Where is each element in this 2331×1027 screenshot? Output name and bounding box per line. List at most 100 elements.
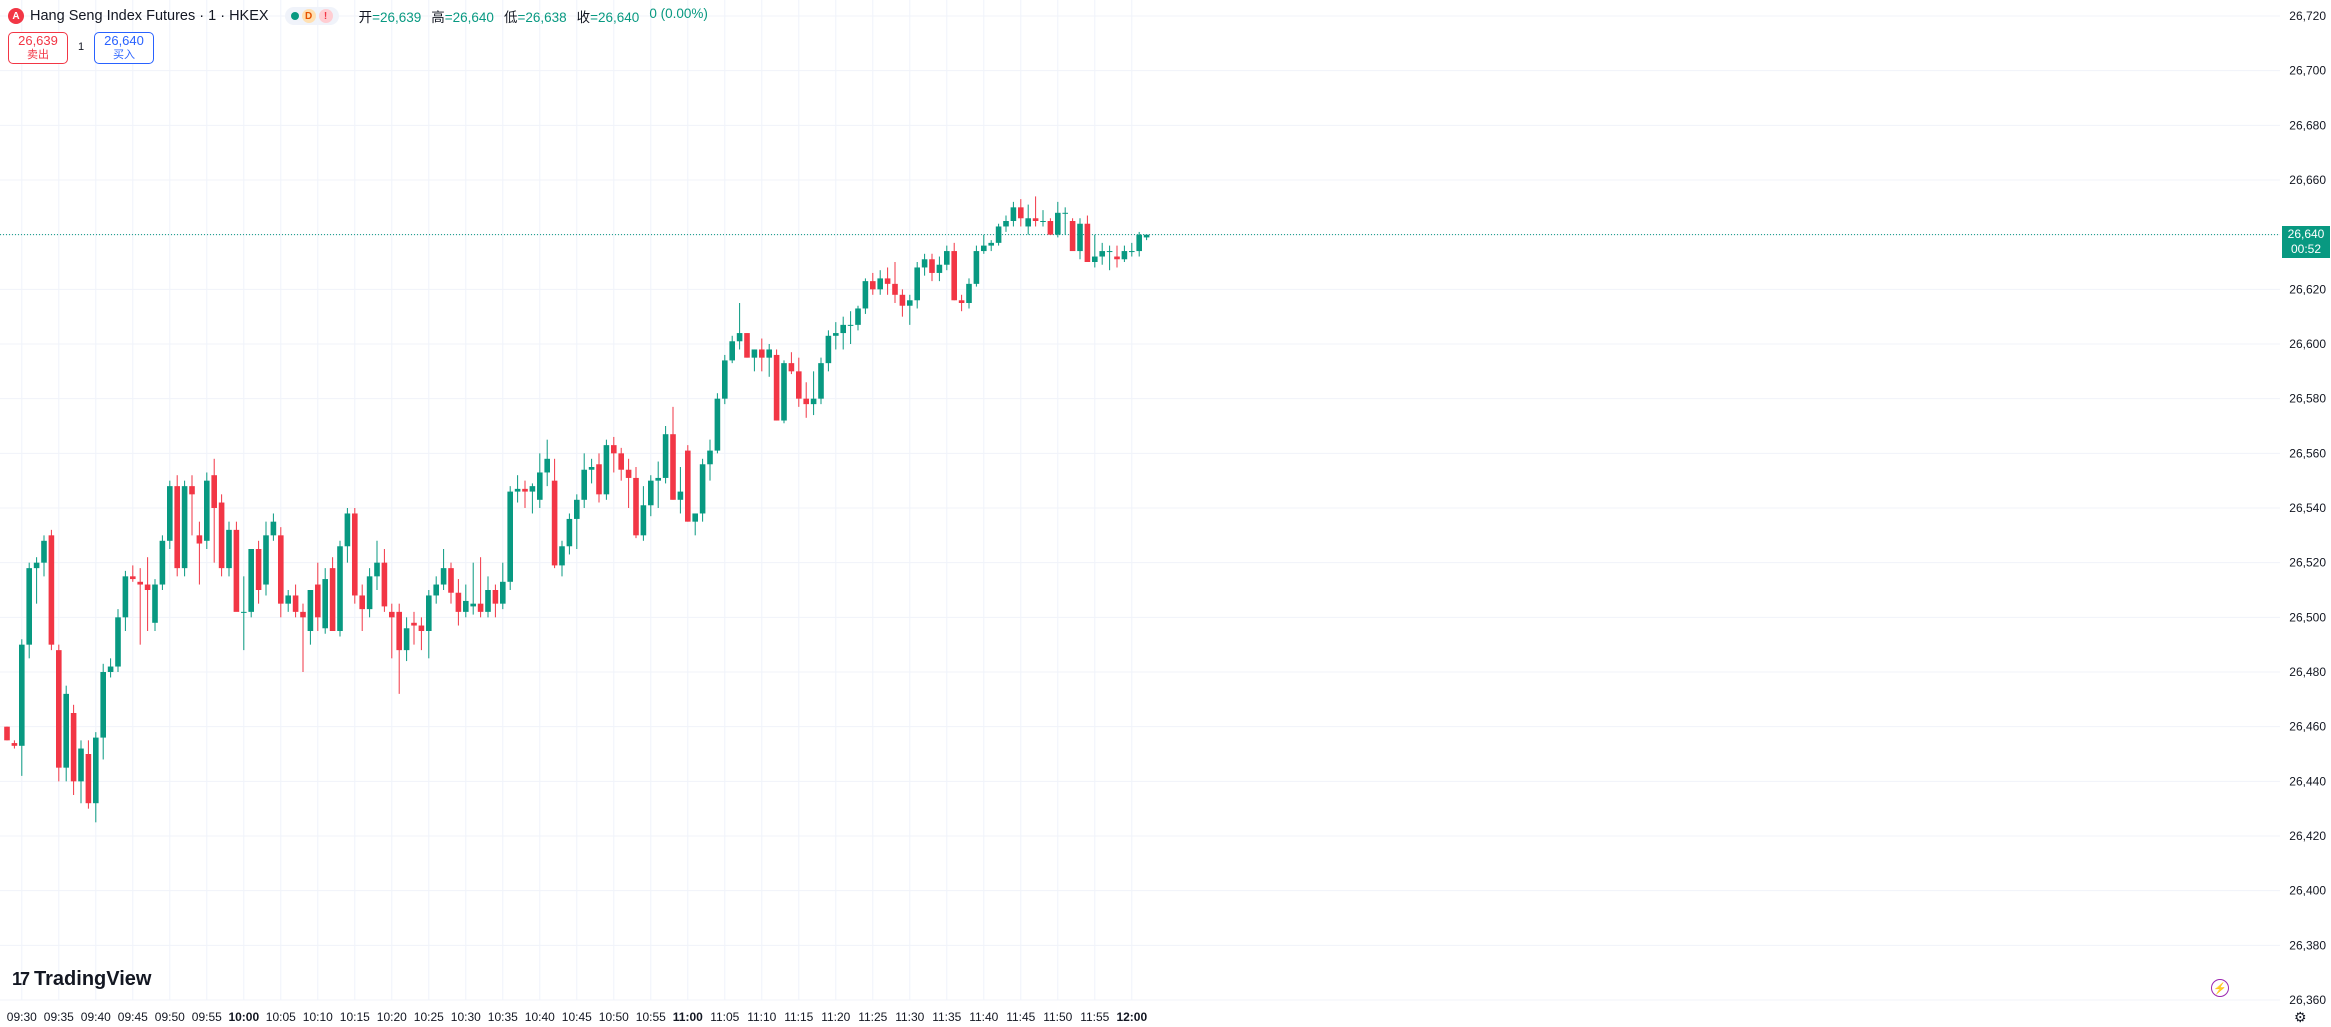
candle-body <box>322 579 328 629</box>
x-tick-label: 11:10 <box>747 1010 776 1024</box>
candle <box>751 349 758 372</box>
candle-body <box>241 611 247 613</box>
time-axis[interactable]: 09:30 09:35 09:40 09:45 09:50 09:55 10:00 10:05… <box>7 1010 1148 1024</box>
candle <box>1099 242 1105 265</box>
candle <box>662 426 669 484</box>
y-tick-label: 26,500 <box>2289 610 2326 624</box>
candle <box>722 354 728 405</box>
candle <box>70 704 77 795</box>
candle-body <box>107 666 114 672</box>
candle <box>1047 218 1054 235</box>
candle-body <box>174 486 180 569</box>
x-tick-label: 09:35 <box>44 1010 74 1024</box>
x-tick-label: 11:35 <box>932 1010 961 1024</box>
candle <box>759 338 765 372</box>
close-label: 收 <box>576 10 591 25</box>
tradingview-logo[interactable]: 17 TradingView <box>12 968 151 991</box>
candle <box>1121 245 1128 262</box>
candle <box>914 262 920 309</box>
candle <box>892 262 898 303</box>
candle-body <box>840 324 846 334</box>
candle-body <box>884 278 891 284</box>
candle <box>374 540 380 590</box>
candle-body <box>1062 212 1068 214</box>
candle <box>840 316 846 350</box>
x-tick-label: 09:40 <box>81 1010 111 1024</box>
candle-body <box>440 568 447 585</box>
x-tick-label: 10:30 <box>451 1010 481 1024</box>
y-tick-label: 26,600 <box>2289 337 2326 351</box>
candle-body <box>56 650 62 768</box>
candle-body <box>1003 221 1009 227</box>
candle-body <box>766 349 772 358</box>
x-tick-label: 10:15 <box>340 1010 370 1024</box>
candle <box>366 568 373 618</box>
candle-body <box>1092 256 1098 262</box>
status-pills[interactable]: D ! <box>284 7 339 25</box>
candle <box>1062 207 1068 235</box>
candle-body <box>189 486 195 495</box>
candle <box>714 393 721 454</box>
candle-body <box>270 521 277 536</box>
candle-body <box>344 513 351 547</box>
y-tick-label: 26,620 <box>2289 282 2326 296</box>
lightning-icon[interactable]: ⚡ <box>2211 979 2229 997</box>
candle-body <box>477 603 484 612</box>
gear-icon[interactable]: ⚙ <box>2294 1009 2307 1025</box>
candle <box>1114 245 1120 268</box>
candle <box>988 240 994 252</box>
candle <box>507 486 513 590</box>
candle-body <box>870 281 876 290</box>
high-label: 高 <box>431 10 445 25</box>
candle-body <box>263 535 269 585</box>
x-tick-label: 10:10 <box>303 1010 333 1024</box>
candle <box>248 549 254 618</box>
price-axis[interactable]: 26,720 26,700 26,680 26,660 26,640 26,620 26,6… <box>2289 9 2326 1007</box>
candle-body <box>796 371 802 399</box>
candle <box>85 740 92 809</box>
candle-body <box>41 540 47 563</box>
buy-button[interactable]: 26,640 买入 <box>94 32 154 64</box>
candle <box>463 584 469 618</box>
last-price-value: 26,640 <box>2287 227 2325 241</box>
candle-body <box>1106 251 1113 253</box>
candle <box>11 740 18 749</box>
candle-body <box>966 283 972 303</box>
x-tick-label: 10:00 <box>228 1010 259 1024</box>
candle-body <box>847 324 854 326</box>
sell-button[interactable]: 26,639 卖出 <box>8 32 68 64</box>
y-tick-label: 26,660 <box>2289 173 2326 187</box>
candle-body <box>1010 207 1017 221</box>
candle-body <box>1040 221 1046 222</box>
ohlc-values: 开=26,639 高=26,640 低=26,638 收=26,640 0 (0… <box>359 6 708 26</box>
y-tick-label: 26,720 <box>2289 9 2326 23</box>
candle <box>426 590 432 659</box>
sell-label: 卖出 <box>27 49 49 61</box>
candles-layer <box>4 196 1150 823</box>
quantity-value[interactable]: 1 <box>77 41 85 53</box>
candle <box>699 458 706 522</box>
logo-text: TradingView <box>34 968 152 990</box>
y-tick-label: 26,380 <box>2289 938 2326 952</box>
x-tick-label: 11:50 <box>1043 1010 1072 1024</box>
symbol-title[interactable]: Hang Seng Index Futures · 1 · HKEX <box>30 8 269 24</box>
symbol-icon[interactable]: A <box>8 8 24 24</box>
candle-body <box>93 737 99 804</box>
candle-body <box>100 672 106 738</box>
candle <box>433 576 439 604</box>
candle <box>492 584 499 618</box>
y-tick-label: 26,580 <box>2289 392 2326 406</box>
candle <box>1069 218 1076 252</box>
candle <box>48 529 55 651</box>
candle <box>226 521 232 577</box>
x-tick-label: 11:45 <box>1006 1010 1035 1024</box>
candle-body <box>411 622 417 626</box>
buy-label: 买入 <box>113 49 135 61</box>
candle-body <box>759 349 765 358</box>
candle <box>122 570 129 631</box>
candle <box>1032 196 1039 227</box>
y-tick-label: 26,360 <box>2289 993 2326 1007</box>
candle <box>241 576 247 651</box>
candle <box>685 445 691 522</box>
